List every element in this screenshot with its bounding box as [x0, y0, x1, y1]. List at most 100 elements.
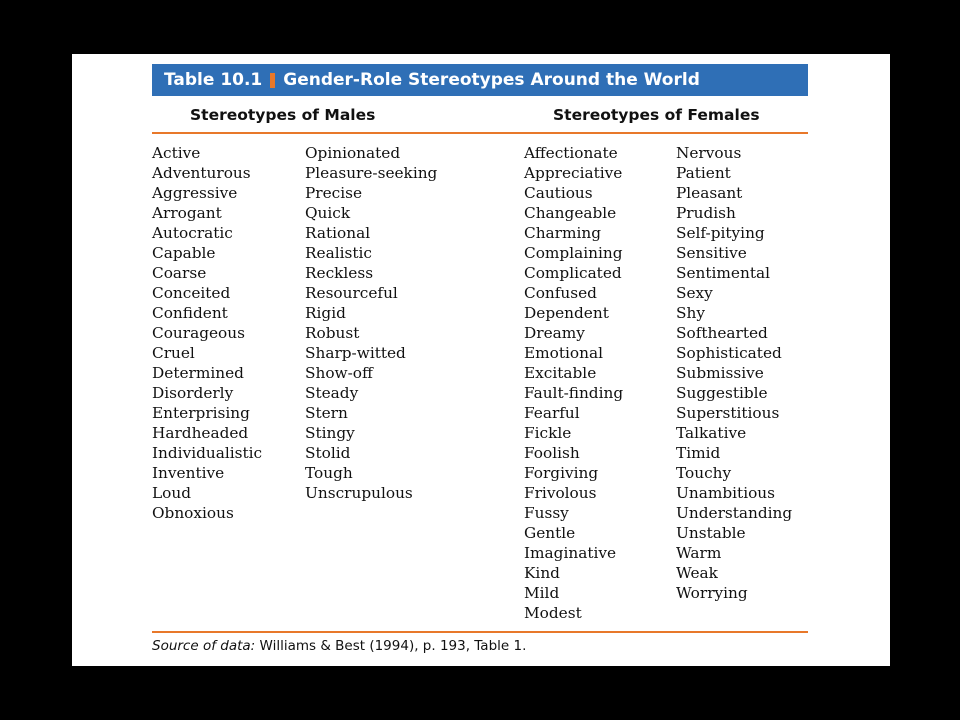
stereotype-item: Suggestible — [676, 384, 768, 402]
stereotype-item: Emotional — [524, 344, 603, 362]
stereotype-item: Modest — [524, 604, 582, 622]
stereotype-item: Loud — [152, 484, 192, 502]
stereotype-item: Rational — [305, 224, 371, 242]
stereotype-item: Active — [152, 144, 201, 162]
stereotype-item: Weak — [676, 564, 718, 582]
stereotype-item: Coarse — [152, 264, 207, 282]
stereotype-item: Stolid — [305, 444, 351, 462]
stereotype-item: Realistic — [305, 244, 372, 262]
source-label: Source of data: — [152, 638, 256, 654]
stereotype-item: Individualistic — [152, 444, 263, 462]
stereotype-item: Patient — [676, 164, 731, 182]
stereotype-item: Arrogant — [152, 204, 222, 222]
females-column-1: Affectionate Appreciative Cautious Changeab… — [524, 143, 623, 623]
stereotype-item: Frivolous — [524, 484, 597, 502]
stereotype-item: Disorderly — [152, 384, 234, 402]
stereotype-item: Changeable — [524, 204, 617, 222]
stereotype-item: Dependent — [524, 304, 609, 322]
stereotype-item: Fickle — [524, 424, 572, 442]
stereotype-item: Robust — [305, 324, 360, 342]
stereotype-item: Opinionated — [305, 144, 401, 162]
stereotype-item: Timid — [676, 444, 721, 462]
stereotype-item: Talkative — [676, 424, 747, 442]
stereotype-item: Inventive — [152, 464, 225, 482]
stereotype-item: Cautious — [524, 184, 593, 202]
header-females: Stereotypes of Females — [553, 106, 760, 124]
source-note: Source of data: Williams & Best (1994), … — [152, 638, 526, 654]
stereotype-item: Understanding — [676, 504, 793, 522]
table-title-bar: Table 10.1 Gender-Role Stereotypes Aroun… — [152, 64, 808, 96]
stereotype-item: Enterprising — [152, 404, 250, 422]
stereotype-item: Unstable — [676, 524, 746, 542]
stereotype-item: Pleasant — [676, 184, 743, 202]
header-males: Stereotypes of Males — [190, 106, 376, 124]
stereotype-item: Confused — [524, 284, 597, 302]
table-number: Table 10.1 — [164, 70, 263, 90]
stereotype-item: Mild — [524, 584, 560, 602]
table-title: Gender-Role Stereotypes Around the World — [283, 70, 700, 90]
stereotype-item: Stingy — [305, 424, 355, 442]
stereotype-item: Autocratic — [152, 224, 233, 242]
source-text: Williams & Best (1994), p. 193, Table 1. — [259, 638, 527, 654]
stereotype-item: Shy — [676, 304, 705, 322]
stereotype-item: Stern — [305, 404, 348, 422]
stereotype-item: Sensitive — [676, 244, 747, 262]
stereotype-item: Steady — [305, 384, 359, 402]
stereotype-item: Cruel — [152, 344, 195, 362]
stereotype-item: Rigid — [305, 304, 346, 322]
stereotype-item: Adventurous — [152, 164, 251, 182]
stereotype-item: Fault-finding — [524, 384, 624, 402]
stereotype-item: Submissive — [676, 364, 764, 382]
stereotype-item: Worrying — [676, 584, 748, 602]
stereotype-item: Forgiving — [524, 464, 599, 482]
stereotype-item: Tough — [305, 464, 353, 482]
stereotype-item: Complaining — [524, 244, 623, 262]
title-separator-mark — [270, 72, 276, 88]
stereotype-item: Charming — [524, 224, 602, 242]
stereotype-item: Reckless — [305, 264, 374, 282]
stereotype-item: Fearful — [524, 404, 580, 422]
stereotype-item: Self-pitying — [676, 224, 765, 242]
stereotype-item: Touchy — [676, 464, 732, 482]
stereotype-item: Capable — [152, 244, 216, 262]
stereotype-item: Gentle — [524, 524, 576, 542]
stereotype-item: Determined — [152, 364, 244, 382]
stereotype-item: Fussy — [524, 504, 569, 522]
stereotype-item: Imaginative — [524, 544, 617, 562]
stereotype-item: Prudish — [676, 204, 736, 222]
slide-page: Table 10.1 Gender-Role Stereotypes Aroun… — [72, 54, 890, 666]
stereotype-item: Dreamy — [524, 324, 585, 342]
stereotype-item: Courageous — [152, 324, 245, 342]
column-headers: Stereotypes of Males Stereotypes of Fema… — [152, 106, 808, 132]
stereotype-item: Pleasure-seeking — [305, 164, 438, 182]
header-divider — [152, 132, 808, 134]
stereotype-item: Obnoxious — [152, 504, 234, 522]
stereotype-item: Quick — [305, 204, 351, 222]
stereotype-item: Complicated — [524, 264, 622, 282]
stereotype-item: Excitable — [524, 364, 597, 382]
males-column-1: Active Adventurous Aggressive Arrogant Autoc… — [152, 143, 262, 523]
stereotype-item: Confident — [152, 304, 228, 322]
stereotype-item: Sexy — [676, 284, 713, 302]
stereotype-item: Appreciative — [524, 164, 623, 182]
stereotype-item: Nervous — [676, 144, 742, 162]
stereotype-item: Resourceful — [305, 284, 398, 302]
footer-divider — [152, 631, 808, 633]
stereotype-item: Affectionate — [524, 144, 618, 162]
stereotype-item: Unambitious — [676, 484, 776, 502]
stereotype-item: Show-off — [305, 364, 373, 382]
stereotype-item: Superstitious — [676, 404, 780, 422]
stereotype-item: Sentimental — [676, 264, 770, 282]
stereotype-item: Sophisticated — [676, 344, 782, 362]
males-column-2: Opinionated Pleasure-seeking Precise Quick R… — [305, 143, 437, 503]
stereotype-item: Sharp-witted — [305, 344, 406, 362]
stereotype-item: Precise — [305, 184, 363, 202]
females-column-2: Nervous Patient Pleasant Prudish Self-pityin… — [676, 143, 792, 603]
stereotype-item: Softhearted — [676, 324, 768, 342]
stereotype-item: Foolish — [524, 444, 580, 462]
stereotype-item: Hardheaded — [152, 424, 249, 442]
stereotype-item: Kind — [524, 564, 560, 582]
stereotype-item: Unscrupulous — [305, 484, 413, 502]
stereotype-item: Warm — [676, 544, 722, 562]
stereotype-item: Aggressive — [152, 184, 238, 202]
